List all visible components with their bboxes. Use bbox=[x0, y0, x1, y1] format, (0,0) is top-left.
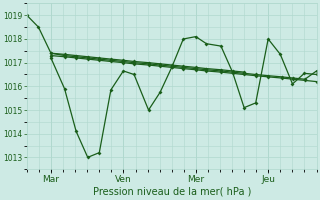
X-axis label: Pression niveau de la mer( hPa ): Pression niveau de la mer( hPa ) bbox=[92, 187, 251, 197]
